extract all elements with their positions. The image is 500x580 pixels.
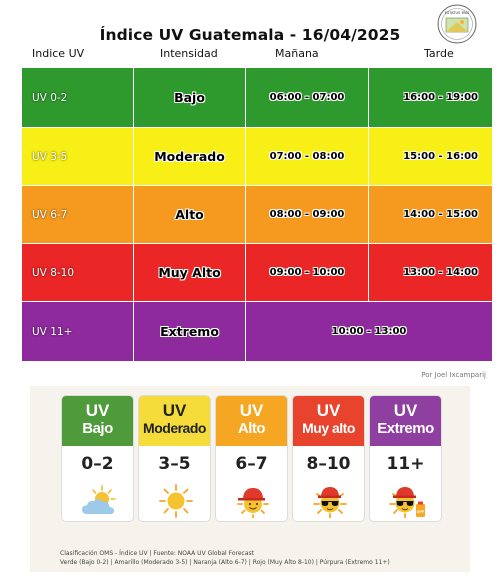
uv-level: Alto [133, 186, 245, 243]
morning-time: 08:00 - 09:00 [245, 186, 368, 243]
sun-spf-icon: SPF [389, 487, 425, 518]
card-level: Moderado [143, 420, 206, 436]
all-day-time: 10:00 - 13:00 [245, 302, 492, 361]
afternoon-time: 16:00 - 19:00 [368, 68, 492, 127]
uv-card-low: UV Bajo 0–2 [61, 395, 134, 522]
card-uv-label: UV [316, 401, 341, 420]
uv-card-extreme: UV Extremo 11+ SPF [369, 395, 442, 522]
sun-icon [159, 484, 193, 518]
header-intensity: Intensidad [160, 47, 218, 60]
uv-card-very-high: UV Muy alto 8–10 [292, 395, 365, 522]
uv-range: UV 8-10 [32, 266, 75, 279]
uv-level: Muy Alto [133, 244, 245, 301]
uv-card-moderate: UV Moderado 3–5 [138, 395, 211, 522]
table-row-high: UV 6-7 Alto 08:00 - 09:00 14:00 - 15:00 [22, 185, 492, 243]
card-uv-label: UV [239, 401, 264, 420]
spf-label: SPF [417, 510, 425, 514]
page-title: Índice UV Guatemala - 16/04/2025 [99, 26, 401, 44]
uv-level: Bajo [133, 68, 245, 127]
footnote-line-2: Verde (Bajo 0-2) | Amarillo (Moderado 3-… [60, 559, 390, 566]
column-headers: Indice UV Intensidad Mañana Tarde [0, 47, 500, 63]
morning-time: 09:00 - 10:00 [245, 244, 368, 301]
afternoon-time: 13:00 - 14:00 [368, 244, 492, 301]
card-header: UV Muy alto [293, 396, 364, 446]
uv-range: UV 6-7 [32, 208, 68, 221]
card-header: UV Bajo [62, 396, 133, 446]
card-uv-label: UV [393, 401, 418, 420]
card-level: Bajo [82, 420, 113, 437]
header-afternoon: Tarde [424, 47, 454, 60]
afternoon-time: 15:00 - 16:00 [368, 128, 492, 185]
card-range: 11+ [386, 454, 425, 474]
author-credit: Por Joel Ixcamparij [421, 371, 486, 379]
card-level: Muy alto [302, 420, 355, 436]
morning-time: 06:00 - 07:00 [245, 68, 368, 127]
footnote-line-1: Clasificación OMS - Índice UV | Fuente: … [60, 550, 255, 557]
table-row-extreme: UV 11+ Extremo 10:00 - 13:00 [22, 301, 492, 361]
card-level: Alto [237, 420, 266, 437]
uv-level: Extremo [133, 302, 245, 361]
header-morning: Mañana [275, 47, 319, 60]
uv-range: UV 0-2 [32, 91, 68, 104]
card-range: 8–10 [306, 454, 351, 474]
table-row-very-high: UV 8-10 Muy Alto 09:00 - 10:00 13:00 - 1… [22, 243, 492, 301]
header-uv-index: Indice UV [32, 47, 85, 60]
card-uv-label: UV [85, 401, 110, 420]
afternoon-time: 14:00 - 15:00 [368, 186, 492, 243]
card-range: 3–5 [158, 454, 191, 474]
estatus-pais-logo: ESTATUS PAÍS [437, 4, 477, 44]
card-header: UV Alto [216, 396, 287, 446]
morning-time: 07:00 - 08:00 [245, 128, 368, 185]
card-level: Extremo [377, 420, 434, 437]
sun-cloud-icon [82, 485, 116, 514]
svg-text:ESTATUS PAÍS: ESTATUS PAÍS [445, 10, 470, 15]
sun-sunglasses-icon [313, 487, 347, 518]
uv-range: UV 3-5 [32, 150, 68, 163]
uv-card-high: UV Alto 6–7 [215, 395, 288, 522]
card-header: UV Moderado [139, 396, 210, 446]
table-row-moderate: UV 3-5 Moderado 07:00 - 08:00 15:00 - 16… [22, 127, 492, 185]
uv-cards-panel: UV Bajo 0–2 UV Moderado 3–5 [30, 386, 470, 572]
card-header: UV Extremo [370, 396, 441, 446]
card-range: 0–2 [81, 454, 114, 474]
uv-schedule-table: UV 0-2 Bajo 06:00 - 07:00 16:00 - 19:00 … [22, 68, 492, 361]
sun-cap-icon [237, 488, 269, 518]
card-uv-label: UV [162, 401, 187, 420]
table-row-low: UV 0-2 Bajo 06:00 - 07:00 16:00 - 19:00 [22, 68, 492, 127]
card-range: 6–7 [235, 454, 268, 474]
uv-level: Moderado [133, 128, 245, 185]
uv-range: UV 11+ [32, 325, 73, 338]
